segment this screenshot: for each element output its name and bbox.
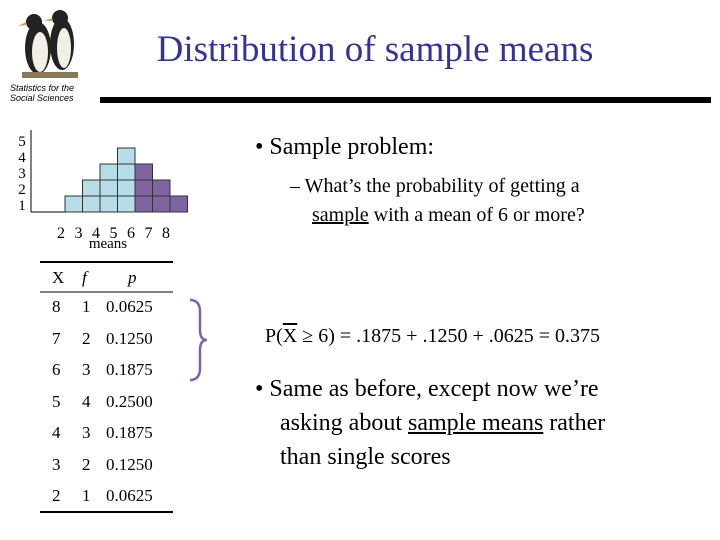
- y-label: 4: [18, 150, 26, 166]
- x-label: 8: [162, 225, 170, 242]
- bullet-line: • Same as before, except now we’re: [255, 376, 599, 402]
- brace: [189, 298, 208, 382]
- histogram-column: [169, 195, 188, 213]
- table-header: p: [128, 268, 137, 287]
- penguin-logo: [18, 10, 78, 78]
- x-label: 4: [92, 225, 100, 242]
- bullet: • Same as before, except now we’re askin…: [255, 372, 605, 474]
- bullet-line: asking about sample means rather: [255, 406, 605, 440]
- sub-line: – What’s the probability of getting a: [290, 175, 580, 197]
- table-cell: 2: [52, 486, 61, 505]
- histogram-column: [99, 163, 118, 213]
- table-cell: 8: [52, 297, 61, 316]
- bullet-text: Same as before, except now we’re: [269, 376, 599, 402]
- sub-line: sample with a mean of 6 or more?: [290, 201, 585, 230]
- histogram-column: [64, 195, 83, 213]
- table-cell: 0.1875: [106, 423, 153, 442]
- logo-caption-line: Social Sciences: [10, 93, 74, 103]
- bullet-text: asking about: [280, 410, 408, 436]
- eq-text: P(: [265, 325, 283, 347]
- bullet-text: rather: [543, 410, 606, 436]
- table-cell: 4: [52, 423, 61, 442]
- title: Distribution of sample means: [156, 29, 594, 70]
- table-header: X: [52, 268, 65, 287]
- equation: P(X ≥ 6) = .1875 + .1250 + .0625 = 0.375: [265, 325, 600, 348]
- sub-text: What’s the probability of getting a: [304, 175, 580, 197]
- table-cell: 2: [82, 328, 91, 348]
- table-cell: 3: [52, 454, 61, 474]
- table-cell: 1: [82, 486, 91, 505]
- eq-xbar: X: [282, 325, 298, 347]
- sub-text: with a mean of 6 or more?: [368, 204, 585, 226]
- x-label: 7: [145, 225, 153, 242]
- table-cell: 0.2500: [106, 391, 153, 411]
- table-cell: 7: [52, 328, 61, 348]
- x-title: means: [89, 236, 127, 252]
- sub-text: sample: [312, 204, 369, 226]
- bullet-line: than single scores: [255, 440, 605, 474]
- table-cell: 0.0625: [106, 297, 153, 316]
- bullet-text: Sample problem:: [269, 134, 435, 160]
- bullet: • Sample problem:: [255, 134, 435, 160]
- logo-caption-line: Statistics for the: [10, 83, 75, 93]
- eq-text: 6) = .1875 + .1250 + .0625 = 0.375: [313, 325, 601, 347]
- y-label: 1: [18, 198, 26, 214]
- y-label: 2: [18, 182, 26, 198]
- bullet-text: than single scores: [280, 444, 451, 470]
- x-label: 5: [110, 225, 118, 242]
- title-rule: [100, 97, 711, 103]
- table-header: f: [82, 268, 87, 287]
- x-label: 6: [127, 225, 135, 242]
- table-cell: 0.1875: [106, 360, 153, 379]
- table-cell: 0.1250: [106, 454, 153, 474]
- table-cell: 6: [52, 360, 61, 379]
- table-cell: 0.0625: [106, 486, 153, 505]
- x-label: 2: [57, 225, 65, 242]
- sub-bullet: – What’s the probability of getting a sa…: [290, 172, 585, 230]
- y-label: 3: [18, 166, 26, 182]
- y-label: 5: [18, 134, 26, 150]
- table-rules: [40, 261, 173, 513]
- table-cell: 5: [52, 391, 61, 411]
- bullet-text: sample means: [407, 410, 544, 436]
- table-cell: 3: [82, 360, 91, 379]
- eq-sign: ≥: [302, 325, 314, 347]
- logo-caption: Statistics for the Social Sciences: [10, 83, 74, 103]
- table-cell: 4: [82, 391, 91, 411]
- table-cell: 1: [82, 297, 91, 316]
- table-cell: 0.1250: [106, 328, 153, 348]
- table-cell: 3: [82, 423, 91, 442]
- histogram-column: [134, 163, 153, 213]
- x-label: 3: [75, 225, 83, 242]
- table-cell: 2: [82, 454, 91, 474]
